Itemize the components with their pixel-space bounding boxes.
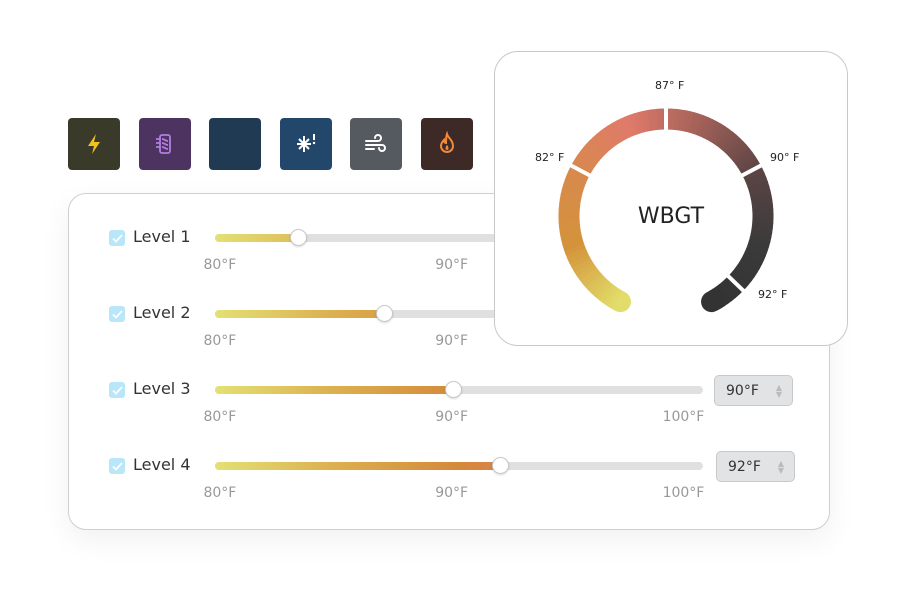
slider-fill: [215, 234, 298, 242]
checkmark-icon: [111, 233, 123, 243]
slider-thumb[interactable]: [445, 381, 463, 398]
heat-radiator-icon: [155, 134, 171, 154]
level-checkbox[interactable]: [109, 306, 125, 322]
snowflake-alert-icon: [296, 134, 315, 152]
slider-fill: [215, 310, 384, 318]
gauge-arc-segment: [701, 289, 726, 313]
level-slider[interactable]: 80°F 90°F 100°F: [203, 457, 704, 501]
gauge-label-92: 92° F: [758, 288, 788, 301]
gauge-threshold-divider: [724, 272, 748, 295]
slider-tick-label: 100°F: [662, 485, 705, 501]
gauge-threshold-divider: [738, 162, 765, 179]
slider-tick-label: 90°F: [435, 409, 469, 425]
flame-icon: [439, 131, 455, 153]
levels-card: Level 1 80°F 90°F 100°F Level 2 80°F 90°F 100°F…: [68, 193, 830, 530]
level-row: Level 4 80°F 90°F 100°F 92°F ▲ ▼: [69, 451, 829, 542]
level-label: Level 3: [133, 379, 191, 398]
slider-tick-label: 90°F: [435, 333, 469, 349]
slider-tick-label: 80°F: [203, 333, 237, 349]
snowflake-alert-button[interactable]: [279, 118, 332, 170]
gauge-label-87: 87° F: [655, 79, 685, 92]
water-drop-icon: [222, 131, 248, 157]
slider-tick-label: 100°F: [662, 409, 705, 425]
heat-radiator-button[interactable]: [138, 118, 191, 170]
water-drop-button[interactable]: [209, 118, 262, 170]
slider-thumb[interactable]: [289, 229, 307, 246]
level-checkbox[interactable]: [109, 458, 125, 474]
wind-button[interactable]: [350, 118, 403, 170]
level-label: Level 4: [133, 455, 191, 474]
gauge-title: WBGT: [637, 204, 705, 229]
slider-tick-label: 90°F: [435, 257, 469, 273]
checkmark-icon: [111, 461, 123, 471]
slider-fill: [215, 386, 454, 394]
wbgt-gauge-card: 87° F 82° F 90° F 92° F WBGT: [494, 51, 848, 346]
level-checkbox[interactable]: [109, 230, 125, 246]
slider-fill: [215, 462, 500, 470]
spinner-value: 90°F: [726, 383, 759, 399]
checkmark-icon: [111, 385, 123, 395]
level-label: Level 2: [133, 303, 191, 322]
flame-button[interactable]: [421, 118, 473, 170]
spinner-arrows-icon: ▲ ▼: [777, 459, 784, 475]
slider-thumb[interactable]: [491, 457, 509, 474]
spinner-value: 92°F: [728, 459, 761, 475]
slider-thumb[interactable]: [375, 305, 393, 322]
wind-icon: [365, 134, 387, 152]
spinner-arrows-icon: ▲ ▼: [775, 383, 782, 399]
slider-tick-label: 80°F: [203, 409, 237, 425]
wbgt-gauge: [558, 105, 774, 313]
lightning-button[interactable]: [68, 118, 120, 170]
gauge-label-82: 82° F: [535, 151, 565, 164]
level-row: Level 3 80°F 90°F 100°F 90°F ▲ ▼: [69, 375, 829, 466]
level-value-spinner[interactable]: 90°F ▲ ▼: [714, 375, 793, 406]
level-value-spinner[interactable]: 92°F ▲ ▼: [716, 451, 795, 482]
gauge-threshold-divider: [567, 162, 594, 179]
level-checkbox[interactable]: [109, 382, 125, 398]
level-slider[interactable]: 80°F 90°F 100°F: [203, 381, 704, 425]
slider-tick-label: 80°F: [203, 257, 237, 273]
checkmark-icon: [111, 309, 123, 319]
gauge-label-90: 90° F: [770, 151, 800, 164]
slider-tick-label: 80°F: [203, 485, 237, 501]
lightning-icon: [88, 134, 100, 154]
slider-tick-label: 90°F: [435, 485, 469, 501]
level-label: Level 1: [133, 227, 191, 246]
